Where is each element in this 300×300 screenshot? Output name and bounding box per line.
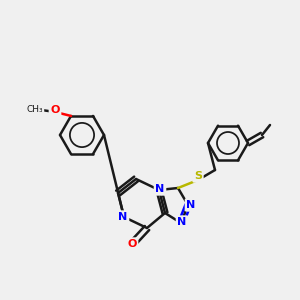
Text: N: N [155,184,165,194]
Text: N: N [118,212,127,222]
Text: N: N [177,217,187,227]
Text: N: N [186,200,196,210]
Text: O: O [50,105,60,115]
Text: CH₃: CH₃ [27,105,43,114]
Text: O: O [127,239,137,249]
Text: S: S [194,171,202,181]
